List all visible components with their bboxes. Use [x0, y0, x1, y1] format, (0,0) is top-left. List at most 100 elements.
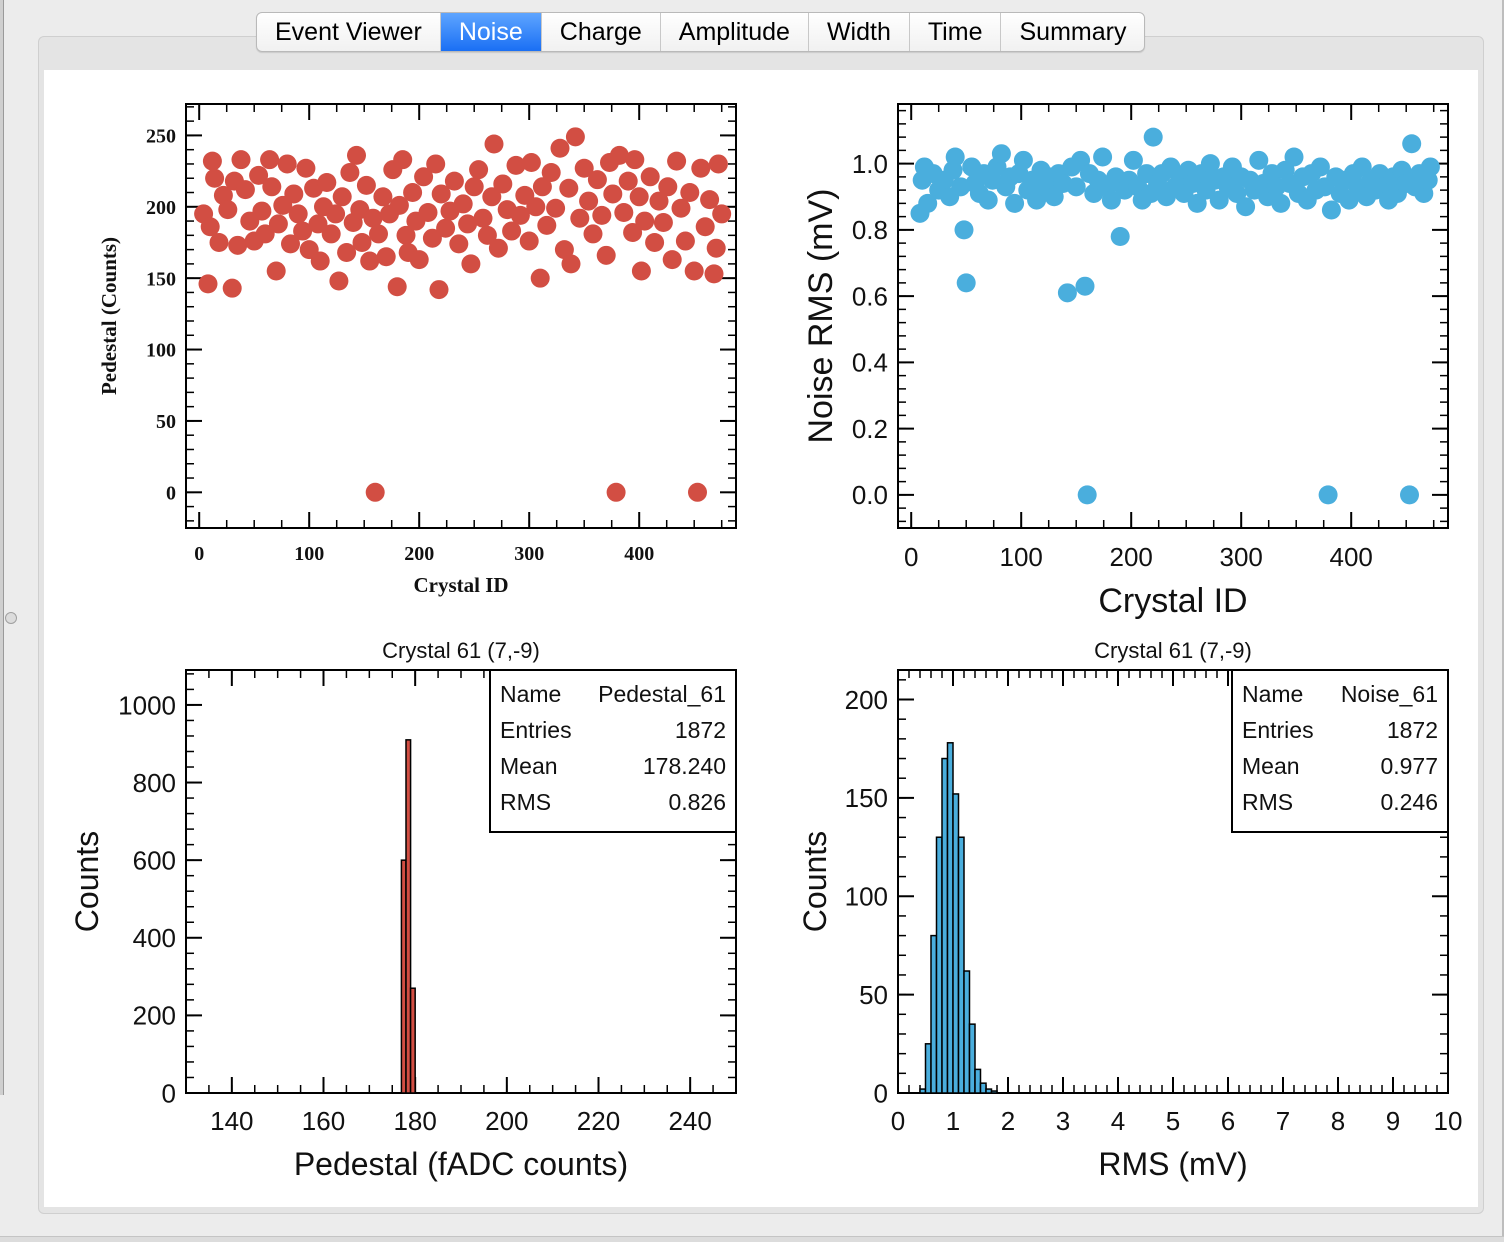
y-tick-label: 200 — [146, 197, 176, 219]
histogram-bar — [985, 1088, 993, 1094]
histogram-bar — [968, 1023, 976, 1094]
scatter-point — [675, 231, 695, 251]
scatter-point — [228, 235, 248, 255]
tab-bar: Event Viewer Noise Charge Amplitude Widt… — [256, 12, 1146, 52]
tab-width[interactable]: Width — [809, 13, 910, 51]
scatter-point — [606, 482, 626, 502]
y-tick-label: 50 — [156, 411, 176, 433]
y-tick-label: 100 — [146, 340, 176, 362]
x-tick-label: 3 — [1056, 1106, 1070, 1136]
y-tick-label: 0.0 — [852, 480, 888, 510]
tab-charge[interactable]: Charge — [542, 13, 661, 51]
x-axis-label: Crystal ID — [1098, 582, 1247, 620]
scatter-point — [945, 147, 965, 167]
y-tick-label: 0.6 — [852, 281, 888, 311]
x-tick-label: 6 — [1221, 1106, 1235, 1136]
pedestal-scatter: 0 100 200 300 400 0 50 100 150 200 250 Crystal ID Pe… — [97, 103, 737, 597]
y-tick-label: 400 — [133, 923, 176, 953]
y-axis-label: Noise RMS (mV) — [802, 188, 840, 443]
scatter-point — [954, 220, 974, 240]
stats-value: 178.240 — [643, 753, 726, 779]
x-tick-label: 180 — [393, 1106, 436, 1136]
scatter-point — [1093, 147, 1113, 167]
scatter-point — [218, 200, 238, 220]
scatter-point — [209, 232, 229, 252]
scatter-point — [609, 145, 629, 165]
scatter-point — [213, 185, 233, 205]
scatter-point — [453, 194, 473, 214]
x-tick-label: 5 — [1166, 1106, 1180, 1136]
scatter-point — [645, 232, 665, 252]
stats-value: 0.246 — [1380, 789, 1438, 815]
scatter-point — [387, 277, 407, 297]
scatter-point — [671, 198, 691, 218]
scatter-point — [603, 184, 623, 204]
scatter-point — [449, 234, 469, 254]
histogram-bar — [409, 987, 416, 1094]
tab-summary[interactable]: Summary — [1019, 18, 1127, 46]
scatter-point — [488, 238, 508, 258]
scatter-point — [991, 144, 1011, 164]
noise-scatter: 0 100 200 300 400 0.0 0.2 0.4 0.6 0.8 1.0 Crystal I… — [802, 103, 1449, 620]
splitter-handle[interactable] — [5, 612, 17, 624]
scatter-point — [635, 211, 655, 231]
scatter-point — [658, 177, 678, 197]
y-tick-label: 100 — [845, 882, 888, 912]
scatter-point — [326, 204, 346, 224]
scatter-point — [1249, 150, 1269, 170]
histogram-bar — [946, 742, 954, 1094]
scatter-point — [561, 254, 581, 274]
histogram-bar — [952, 793, 960, 1094]
tab-time[interactable]: Time — [910, 13, 1002, 51]
scatter-point — [1318, 485, 1338, 505]
y-tick-label: 0.4 — [852, 348, 888, 378]
y-tick-label: 150 — [146, 268, 176, 290]
scatter-point — [431, 184, 451, 204]
scatter-point — [444, 171, 464, 191]
scatter-point — [356, 175, 376, 195]
scatter-point — [596, 245, 616, 265]
y-tick-label: 200 — [845, 685, 888, 715]
tab-noise[interactable]: Noise — [440, 13, 542, 51]
scatter-point — [202, 151, 222, 171]
scatter-point — [625, 150, 645, 170]
scatter-point — [352, 232, 372, 252]
tab-event-viewer[interactable]: Event Viewer — [257, 13, 441, 51]
scatter-point — [308, 214, 328, 234]
x-tick-label: 0 — [904, 542, 918, 572]
scatter-point — [198, 274, 218, 294]
scatter-point — [667, 151, 687, 171]
y-tick-label: 600 — [133, 846, 176, 876]
scatter-point — [506, 155, 526, 175]
scatter-point — [629, 187, 649, 207]
scatter-point — [706, 238, 726, 258]
scatter-point — [978, 190, 998, 210]
scatter-point — [649, 191, 669, 211]
scatter-point — [1236, 197, 1256, 217]
scatter-point — [631, 261, 651, 281]
scatter-point — [653, 212, 673, 232]
scatter-point — [502, 221, 522, 241]
scatter-point — [550, 138, 570, 158]
scatter-point — [393, 150, 413, 170]
stats-label: Name — [500, 681, 561, 707]
scatter-point — [473, 208, 493, 228]
scatter-point — [1321, 200, 1341, 220]
y-tick-label: 150 — [845, 783, 888, 813]
scatter-point — [436, 218, 456, 238]
scatter-point — [704, 264, 724, 284]
y-tick-label: 0.8 — [852, 215, 888, 245]
scatter-point — [1402, 134, 1422, 154]
scatter-point — [537, 215, 557, 235]
scatter-point — [403, 183, 423, 203]
scatter-point — [329, 271, 349, 291]
scatter-point — [708, 154, 728, 174]
scatter-point — [1005, 193, 1025, 213]
x-tick-label: 160 — [302, 1106, 345, 1136]
scatter-point — [1200, 154, 1220, 174]
x-tick-label: 400 — [624, 543, 654, 565]
scatter-point — [310, 251, 330, 271]
scatter-point — [414, 167, 434, 187]
tab-amplitude[interactable]: Amplitude — [661, 13, 809, 51]
x-tick-label: 0 — [891, 1106, 905, 1136]
